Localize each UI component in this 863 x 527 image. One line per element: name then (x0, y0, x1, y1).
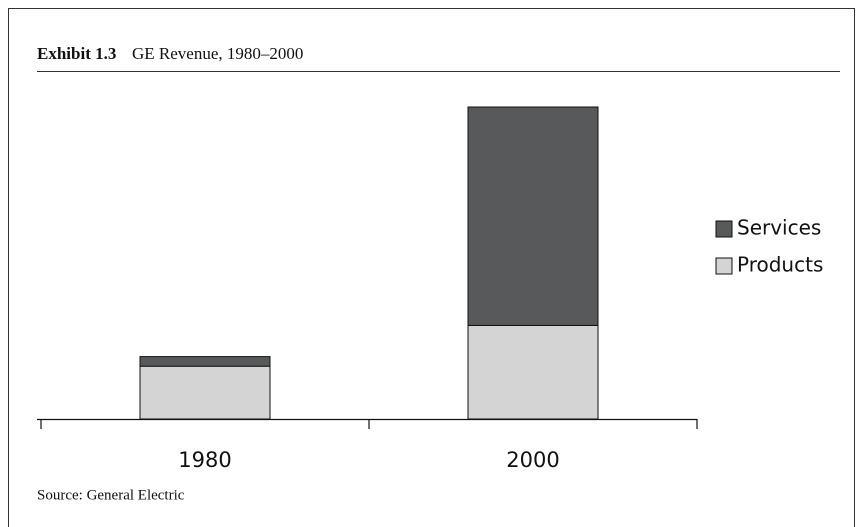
frame (8, 8, 855, 527)
source-note: Source: General Electric (37, 487, 185, 503)
bar-segment (139, 365, 271, 420)
legend-swatch (715, 220, 733, 238)
legend-label: Services (737, 216, 821, 240)
legend-swatch (715, 257, 733, 275)
legend-label: Products (737, 253, 823, 277)
bar-segment (139, 356, 271, 367)
bar-segment (467, 106, 599, 326)
x-tick-label: 1980 (178, 448, 231, 472)
bar-segment (467, 324, 599, 420)
x-tick-label: 2000 (506, 448, 559, 472)
chart-title: GE Revenue, 1980–2000 (132, 44, 303, 63)
exhibit-label: Exhibit 1.3 (37, 44, 116, 63)
